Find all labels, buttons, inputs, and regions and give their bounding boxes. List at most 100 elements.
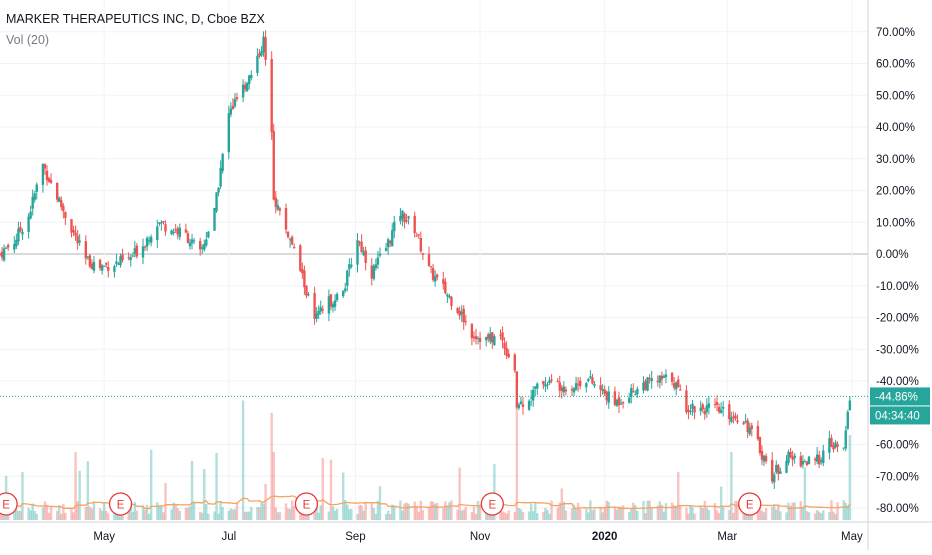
candle-body [562, 386, 566, 393]
volume-bar [472, 506, 476, 520]
candle-body [799, 456, 802, 467]
volume-bar [593, 509, 596, 520]
candle-body [401, 210, 404, 219]
earnings-marker[interactable]: E [0, 492, 18, 516]
volume-bar [779, 511, 782, 520]
volume-bar [719, 486, 723, 520]
volume-bar [393, 506, 396, 520]
candle-body [129, 257, 132, 261]
candle-body [74, 232, 77, 236]
volume-bar [47, 512, 51, 520]
volume-bar [846, 505, 849, 520]
volume-bar [756, 507, 760, 520]
volume-bar [229, 508, 233, 520]
candle-body [391, 230, 394, 247]
volume-bar [360, 505, 363, 520]
volume-bar [43, 501, 47, 520]
volume-bar [679, 506, 682, 520]
volume-bar [785, 512, 788, 520]
candle-body [176, 228, 179, 235]
earnings-marker[interactable]: E [108, 492, 133, 516]
volume-moving-average [0, 495, 851, 511]
candle-body [70, 219, 73, 233]
candle-body [427, 254, 431, 266]
volume-bar [636, 510, 639, 520]
volume-bar [844, 502, 847, 520]
candle-body [19, 226, 22, 232]
volume-bar [429, 501, 433, 520]
candle-body [245, 82, 249, 91]
volume-bar [417, 511, 420, 520]
candle-body [417, 234, 420, 236]
candle-body [773, 474, 776, 483]
volume-indicator-label[interactable]: Vol (20) [6, 33, 50, 47]
symbol-title[interactable]: MARKER THERAPEUTICS INC, D, Cboe BZX [6, 12, 265, 26]
volume-bar [358, 504, 361, 520]
candle-body [141, 246, 145, 258]
volume-bar [515, 401, 519, 520]
volume-bar [642, 501, 645, 520]
candle-body [589, 376, 592, 378]
candle-body [672, 383, 676, 388]
candle-body [703, 411, 706, 415]
volume-bar [834, 513, 837, 520]
candle-body [599, 385, 602, 390]
volume-bar [372, 508, 376, 520]
volume-bar [605, 500, 608, 520]
candle-body [362, 251, 365, 256]
volume-bar [703, 500, 706, 520]
volume-bar [713, 503, 717, 520]
candle-body [564, 389, 568, 392]
volume-bar [531, 511, 535, 520]
candle-body [472, 336, 476, 339]
candle-body [689, 410, 692, 413]
candle-body [719, 409, 723, 413]
volume-bar [186, 507, 190, 520]
volume-bar [734, 500, 737, 520]
candle-body [329, 294, 333, 307]
candle-body [517, 404, 521, 409]
volume-bar [199, 511, 202, 520]
volume-bar [791, 502, 794, 520]
x-tick-label: Mar [717, 531, 737, 543]
volume-bar [213, 511, 216, 520]
candle-body [131, 255, 134, 257]
candle-body [628, 397, 631, 403]
earnings-marker[interactable]: E [738, 492, 762, 516]
volume-bar [485, 508, 488, 520]
volume-bar [464, 506, 467, 520]
chart-legend: MARKER THERAPEUTICS INC, D, Cboe BZX Vol… [6, 9, 265, 51]
candle-body [644, 381, 647, 390]
candle-body [771, 460, 774, 482]
candle-body [603, 389, 606, 394]
volume-bar [105, 510, 108, 520]
volume-bar [88, 506, 92, 520]
candle-body [529, 397, 533, 399]
volume-bar [542, 511, 545, 520]
volume-bar [384, 513, 388, 520]
volume-bar [333, 510, 337, 520]
earnings-marker[interactable]: E [294, 492, 319, 516]
volume-bar [591, 510, 594, 520]
candle-body [515, 371, 519, 408]
volume-bar [630, 508, 633, 520]
volume-bar [170, 509, 173, 520]
candle-body [121, 254, 124, 261]
candle-body [172, 231, 175, 233]
earnings-marker[interactable]: E [480, 492, 504, 516]
candle-body [820, 460, 823, 462]
volume-bar [391, 504, 394, 520]
volume-bar [699, 506, 702, 520]
volume-bar [15, 509, 18, 520]
volume-bar [570, 508, 574, 520]
y-tick-label: -80.00% [876, 503, 919, 515]
volume-bar [350, 509, 353, 520]
volume-bar [456, 509, 459, 520]
candle-body [41, 164, 45, 185]
volume-bar [507, 510, 510, 520]
volume-bar [64, 512, 67, 520]
earnings-marker-label: E [303, 500, 311, 512]
volume-bar [331, 506, 335, 520]
